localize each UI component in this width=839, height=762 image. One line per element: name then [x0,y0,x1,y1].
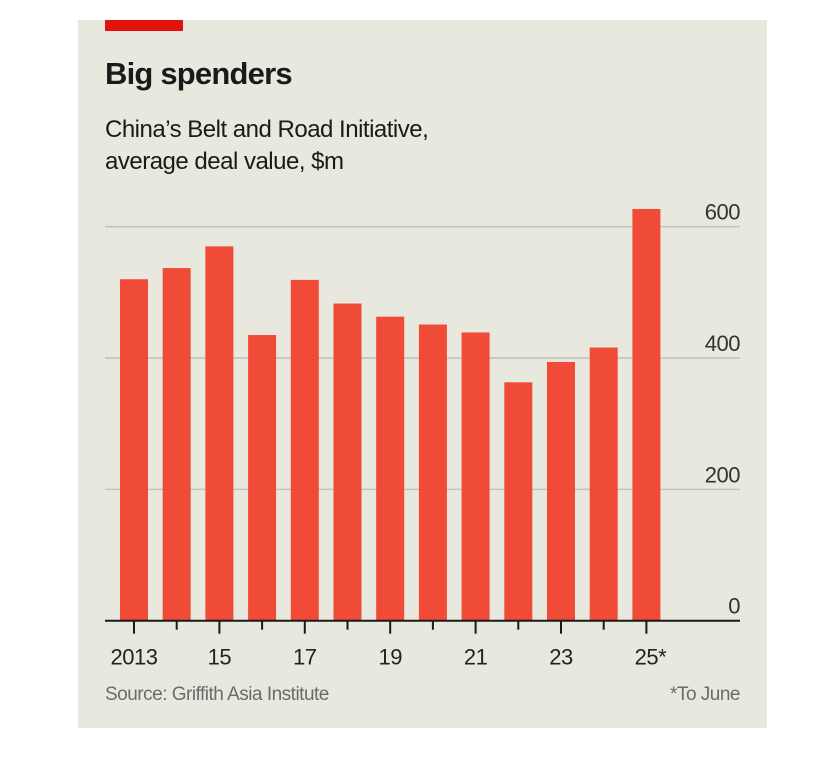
bars [120,208,661,621]
bar-2014 [162,268,191,621]
bar-2018 [333,303,362,621]
footnote: *To June [670,684,740,705]
y-axis-labels: 0 200 400 600 [705,200,741,619]
source-note: Source: Griffith Asia Institute [105,684,329,705]
y-tick-label: 600 [705,200,740,225]
x-axis-labels: 2013 15 17 19 21 23 25* [111,645,668,670]
bar-2025* [632,208,661,621]
chart-subtitle: China’s Belt and Road Initiative, averag… [105,114,545,178]
x-axis [105,619,740,634]
x-tick-label: 19 [378,645,402,670]
x-tick-label: 2013 [111,645,158,670]
bar-2024 [589,347,618,621]
subtitle-line-1: China’s Belt and Road Initiative, [105,116,429,143]
chart-title: Big spenders [105,56,293,91]
chart-panel: Big spenders China’s Belt and Road Initi… [78,20,767,728]
bar-2017 [290,279,319,621]
bar-2023 [547,361,575,621]
bar-2019 [376,316,405,621]
x-tick-label: 21 [464,645,488,670]
bar-2021 [461,332,490,621]
x-tick-label: 17 [293,645,317,670]
bar-2020 [418,324,447,621]
x-tick-label: 23 [549,645,573,670]
y-tick-label: 200 [705,462,740,487]
bar-2016 [248,335,277,621]
y-tick-label: 400 [705,331,740,356]
bar-2013 [120,279,148,621]
y-tick-label: 0 [728,594,740,619]
red-accent-tag [105,20,183,31]
bar-2015 [205,246,234,621]
bar-chart: 0 200 400 600 2013 15 17 19 21 23 25* [105,200,741,670]
subtitle-line-2: average deal value, $m [105,148,344,175]
x-tick-label: 15 [208,645,232,670]
x-tick-label: 25* [635,645,667,670]
bar-2022 [504,382,533,621]
